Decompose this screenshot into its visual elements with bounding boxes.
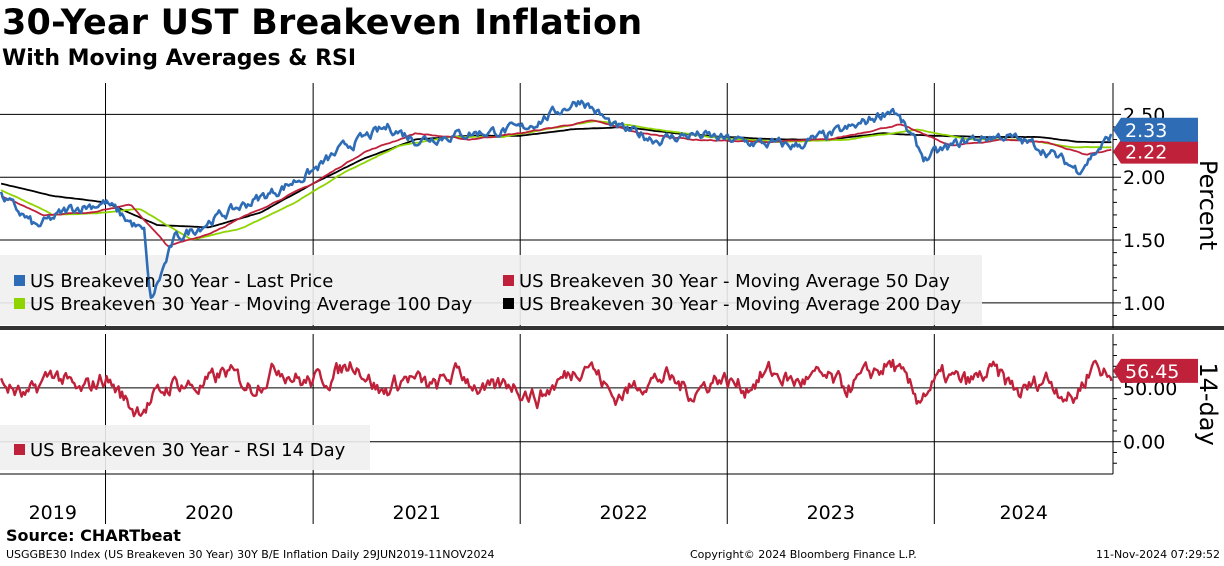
x-tick-label: 2023 <box>807 502 855 524</box>
footer-timestamp: 11-Nov-2024 07:29:52 <box>1095 548 1220 561</box>
legend-item-rsi-label: US Breakeven 30 Year - RSI 14 Day <box>30 440 346 461</box>
legend-item-ma50-label: US Breakeven 30 Year - Moving Average 50… <box>519 271 950 292</box>
x-tick-label: 2020 <box>185 502 233 524</box>
y-axis-title-bottom: 14-day <box>1194 362 1222 445</box>
legend-item-price-swatch <box>14 275 25 286</box>
legend-item-rsi-swatch <box>14 444 25 455</box>
y-tick-label-top: 2.00 <box>1123 167 1165 189</box>
legend-item-price-label: US Breakeven 30 Year - Last Price <box>30 271 333 292</box>
footer-copyright: Copyright© 2024 Bloomberg Finance L.P. <box>690 548 917 561</box>
last-value-rsi-badge <box>1113 358 1198 383</box>
x-tick-label: 2021 <box>392 502 440 524</box>
last-value-ma50-label: 2.22 <box>1125 142 1167 164</box>
legend-item-ma200-swatch <box>503 298 514 309</box>
legend-item-ma200-label: US Breakeven 30 Year - Moving Average 20… <box>519 294 962 315</box>
legend-item-ma100-swatch <box>14 298 25 309</box>
legend-bottom-bg <box>0 425 370 470</box>
last-value-ma50-badge <box>1113 139 1198 164</box>
y-tick-label-top: 1.50 <box>1123 230 1165 252</box>
y-tick-label-top: 1.00 <box>1123 293 1165 315</box>
x-tick-label: 2022 <box>600 502 648 524</box>
series-line-ma50 <box>0 119 1112 248</box>
series-line-ma100 <box>0 120 1112 241</box>
series-line-rsi <box>0 358 1113 418</box>
legend-item-ma100-label: US Breakeven 30 Year - Moving Average 10… <box>30 294 473 315</box>
y-tick-label-bottom: 50.00 <box>1123 378 1177 400</box>
last-value-price-label: 2.33 <box>1125 120 1167 142</box>
footer-description: USGGBE30 Index (US Breakeven 30 Year) 30… <box>6 548 495 561</box>
source-note: Source: CHARTbeat <box>6 526 181 545</box>
last-value-rsi-label: 56.45 <box>1125 361 1179 383</box>
panel-divider <box>0 326 1224 330</box>
chart-subtitle: With Moving Averages & RSI <box>2 46 357 71</box>
x-tick-label: 2024 <box>999 502 1047 524</box>
chart-title: 30-Year UST Breakeven Inflation <box>2 3 643 43</box>
last-value-price-badge <box>1113 117 1198 142</box>
legend-item-ma50-swatch <box>503 275 514 286</box>
y-axis-title-top: Percent <box>1194 160 1222 250</box>
series-line-last_price <box>0 99 1113 299</box>
y-tick-label-bottom: 0.00 <box>1123 432 1165 454</box>
x-tick-label: 2019 <box>29 502 77 524</box>
